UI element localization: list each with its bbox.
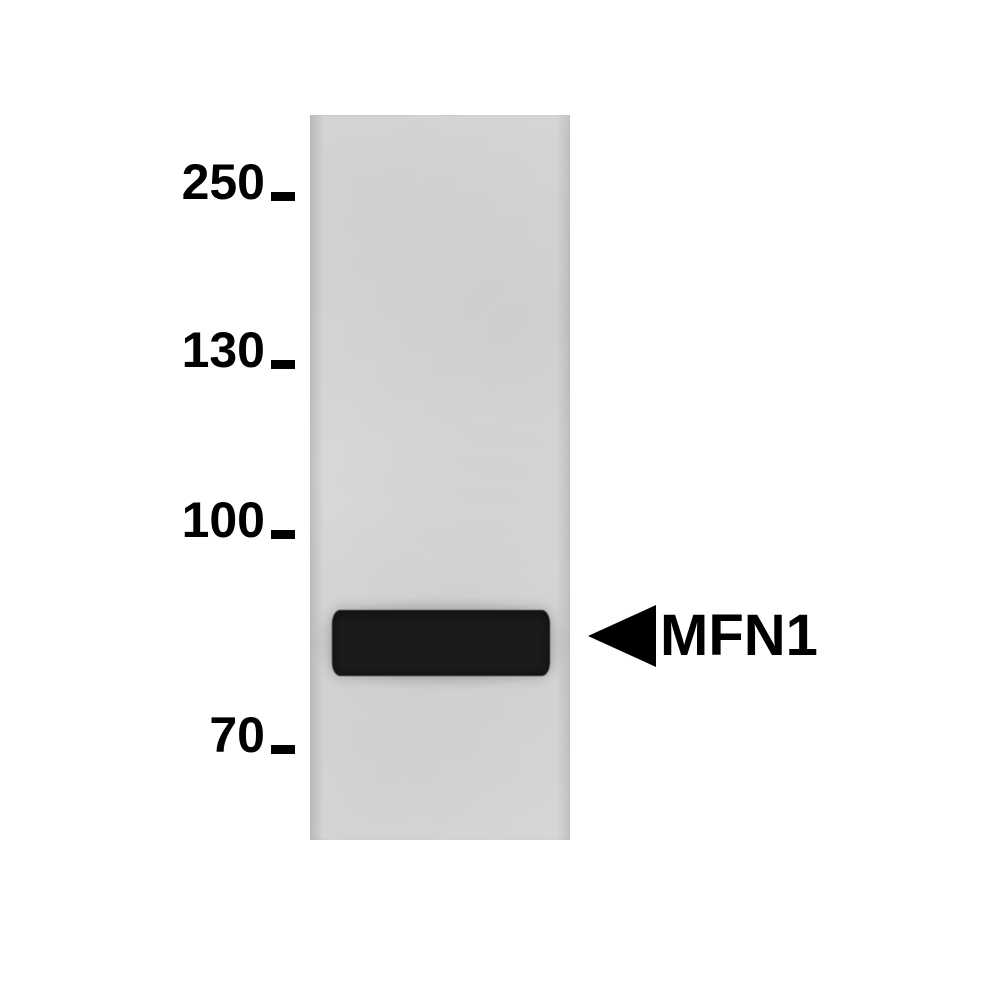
lane-edge-left xyxy=(310,115,324,840)
marker-130-dash xyxy=(271,360,295,369)
figure-stage: 250 130 100 70 MFN1 xyxy=(0,0,1000,1000)
callout-arrow-icon xyxy=(588,605,656,667)
lane-edge-right xyxy=(556,115,570,840)
callout-label: MFN1 xyxy=(660,607,818,665)
marker-100: 100 xyxy=(182,495,295,545)
marker-250-value: 250 xyxy=(182,154,265,210)
callout-text: MFN1 xyxy=(660,603,818,668)
lane-texture xyxy=(310,115,570,840)
marker-130: 130 xyxy=(182,325,295,375)
marker-100-value: 100 xyxy=(182,492,265,548)
marker-250-dash xyxy=(271,192,295,201)
marker-250: 250 xyxy=(182,157,295,207)
marker-70-dash xyxy=(271,745,295,754)
protein-band-mfn1 xyxy=(332,610,550,676)
marker-130-value: 130 xyxy=(182,322,265,378)
marker-70: 70 xyxy=(209,710,295,760)
blot-lane xyxy=(310,115,570,840)
marker-100-dash xyxy=(271,530,295,539)
marker-70-value: 70 xyxy=(209,707,265,763)
